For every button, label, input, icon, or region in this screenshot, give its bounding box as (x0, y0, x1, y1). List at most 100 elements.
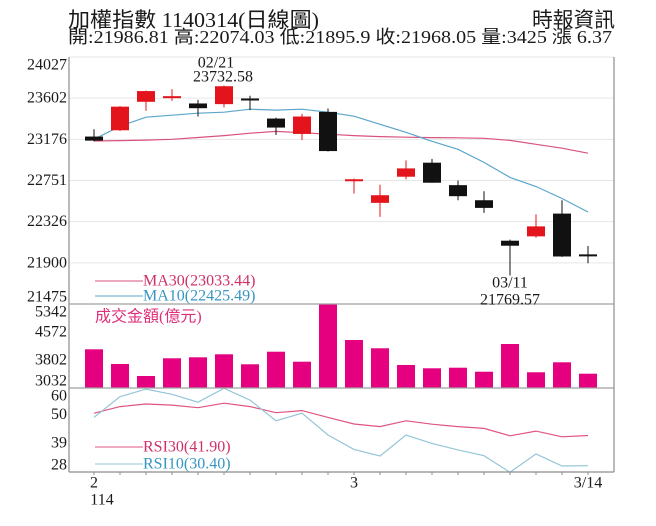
volume-panel-title: 成交金額(億元) (95, 308, 202, 326)
volume-bar (527, 372, 545, 388)
candlestick (319, 108, 337, 152)
ma10-line (93, 108, 589, 213)
high-date-label: 02/21 (198, 55, 234, 72)
source-label: 時報資訊 (532, 8, 615, 32)
rsi-lines (93, 387, 589, 474)
low-annotation: 03/11 21769.57 (480, 275, 540, 309)
candle-body-up (163, 96, 181, 99)
candle-body-down (189, 103, 207, 109)
x-axis: 2 3 3/14 (90, 472, 602, 492)
candle-body-down (85, 136, 103, 141)
candle-body-down (241, 98, 259, 101)
chart-frame (68, 57, 615, 473)
candlestick (345, 178, 363, 194)
candlestick-series (85, 85, 597, 276)
price-axis-label: 24027 (27, 57, 67, 74)
volume-bar (423, 368, 441, 388)
volume-bar (501, 344, 519, 388)
x-axis-label: 2 (90, 475, 98, 492)
volume-bar (475, 371, 493, 388)
candle-body-up (137, 91, 155, 102)
volume-axis-label: 5342 (35, 304, 67, 321)
rsi-axis-label: 39 (51, 435, 67, 452)
ma30-line (93, 130, 589, 154)
candle-body-up (111, 106, 129, 131)
moving-average-lines (93, 108, 589, 213)
candlestick (267, 117, 285, 136)
rsi-axis-label: 28 (51, 457, 67, 474)
price-axis-label: 23602 (27, 90, 67, 107)
candle-body-up (371, 195, 389, 203)
candle-body-down (579, 254, 597, 257)
low-value-label: 21769.57 (480, 292, 540, 309)
volume-bar (397, 364, 415, 388)
volume-bar (293, 361, 311, 388)
rsi-legend: RSI30(41.90) RSI10(30.40) (95, 439, 231, 473)
volume-bar (579, 373, 597, 388)
candle-body-down (319, 111, 337, 152)
candlestick (553, 200, 571, 257)
volume-axis-label: 3032 (35, 373, 67, 390)
volume-bars (85, 304, 597, 388)
rsi-axis-label: 60 (51, 388, 67, 405)
candlestick (449, 180, 467, 201)
volume-axis-label: 3802 (35, 352, 67, 369)
candlestick (293, 113, 311, 141)
x-axis-year-label: 114 (90, 492, 113, 509)
high-value-label: 23732.58 (193, 69, 253, 86)
candle-body-up (215, 86, 233, 105)
ma-legend: MA30(23033.44) MA10(22425.49) (95, 273, 255, 305)
volume-bar (111, 364, 129, 388)
ma30-legend-label: MA30(23033.44) (143, 273, 255, 290)
candle-body-down (449, 185, 467, 197)
volume-bar (267, 351, 285, 388)
candle-body-up (345, 179, 363, 182)
volume-axis-label: 4572 (35, 324, 67, 341)
candle-body-down (267, 118, 285, 128)
rsi10-line (93, 387, 589, 474)
candlestick (215, 85, 233, 108)
candle-body-down (475, 200, 493, 208)
candlestick (189, 99, 207, 117)
candlestick (163, 89, 181, 101)
candlestick (241, 95, 259, 111)
candle-body-up (293, 116, 311, 134)
volume-bar (553, 362, 571, 388)
candle-body-up (397, 168, 415, 177)
price-axis-label: 21900 (27, 254, 67, 271)
candlestick (397, 160, 415, 180)
candle-body-down (501, 240, 519, 246)
candlestick (371, 184, 389, 217)
candlestick (475, 191, 493, 213)
candlestick (423, 158, 441, 183)
candlestick (527, 214, 545, 238)
rsi30-legend-label: RSI30(41.90) (143, 439, 231, 456)
volume-bar (345, 340, 363, 388)
volume-bar (319, 304, 337, 388)
x-axis-label: 3/14 (574, 475, 602, 492)
chart-title: 加權指數 1140314(日線圖) (68, 8, 319, 32)
volume-bar (371, 348, 389, 388)
candle-body-up (527, 226, 545, 237)
candlestick (579, 246, 597, 264)
rsi10-legend-label: RSI10(30.40) (143, 456, 231, 473)
x-axis-label: 3 (350, 475, 358, 492)
candlestick (85, 129, 103, 142)
volume-bar (189, 357, 207, 388)
volume-bar (241, 364, 259, 388)
low-date-label: 03/11 (492, 275, 528, 292)
high-annotation: 02/21 23732.58 (193, 55, 253, 86)
rsi30-line (93, 402, 589, 438)
volume-bar (137, 376, 155, 388)
volume-bar (163, 358, 181, 388)
candle-body-down (553, 213, 571, 257)
price-axis-label: 22326 (27, 213, 67, 230)
price-axis-label: 23176 (27, 131, 67, 148)
candlestick (501, 239, 519, 276)
ohlc-summary: 開:21986.81 高:22074.03 低:21895.9 收:21968.… (68, 27, 612, 47)
volume-bar (85, 349, 103, 388)
chart-header: 加權指數 1140314(日線圖) 時報資訊 開:21986.81 高:2207… (68, 8, 615, 47)
ma10-legend-label: MA10(22425.49) (143, 288, 255, 305)
